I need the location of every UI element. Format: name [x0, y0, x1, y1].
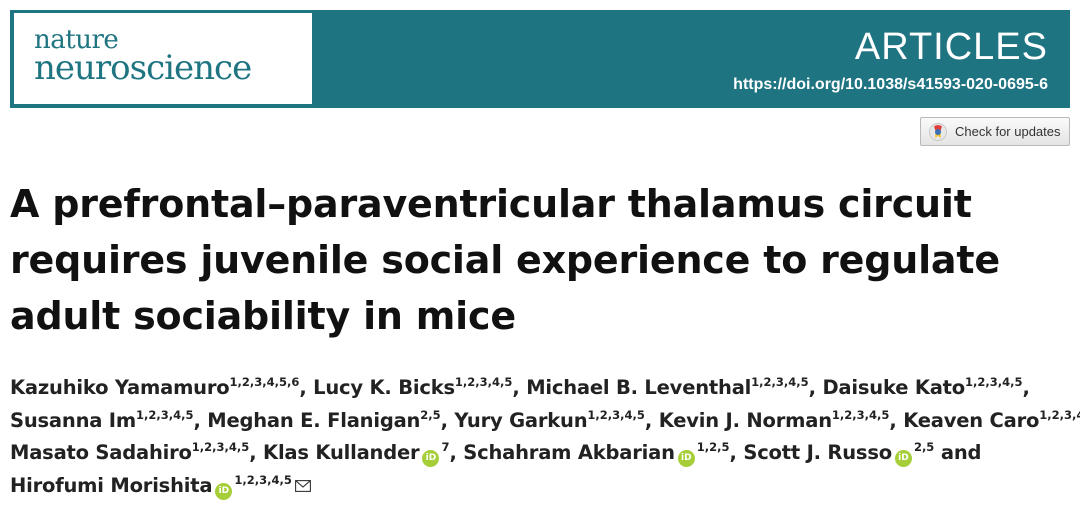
- affiliation-numbers[interactable]: 7: [441, 440, 450, 454]
- envelope-icon[interactable]: [294, 479, 311, 492]
- author-name[interactable]: Klas Kullander: [263, 441, 420, 464]
- author-line: Hirofumi Morishita iD1,2,3,4,5: [10, 470, 1075, 503]
- author-name[interactable]: Hirofumi Morishita: [10, 473, 213, 497]
- author-name[interactable]: Meghan E. Flanigan: [207, 408, 421, 432]
- logo-neuroscience-text: neuroscience: [34, 48, 252, 88]
- orcid-icon[interactable]: iD: [215, 482, 233, 500]
- crossmark-icon: [929, 122, 947, 141]
- orcid-icon[interactable]: iD: [894, 450, 912, 467]
- title-line: requires juvenile social experience to r…: [10, 238, 1000, 282]
- affiliation-numbers[interactable]: 1,2,3,4,5: [965, 375, 1023, 389]
- affiliation-numbers[interactable]: 1,2,3,4,5: [751, 375, 809, 389]
- author-separator: ,: [193, 408, 208, 432]
- journal-banner: nature neuroscience ARTICLES https://doi…: [10, 10, 1070, 108]
- author-name[interactable]: Michael B. Leventhal: [526, 376, 752, 399]
- check-for-updates-label: Check for updates: [955, 124, 1061, 139]
- author-separator: ,: [249, 441, 264, 464]
- affiliation-numbers[interactable]: 1,2,3,4,5: [454, 375, 513, 389]
- author-name[interactable]: Keaven Caro: [903, 408, 1040, 432]
- author-name[interactable]: Schahram Akbarian: [463, 441, 675, 464]
- check-for-updates-button[interactable]: Check for updates: [920, 117, 1070, 146]
- author-line: Kazuhiko Yamamuro1,2,3,4,5,6, Lucy K. Bi…: [10, 372, 1075, 405]
- affiliation-numbers[interactable]: 1,2,3,4,5: [1039, 407, 1080, 422]
- orcid-icon[interactable]: iD: [677, 450, 695, 467]
- author-separator: ,: [440, 408, 455, 432]
- author-name[interactable]: Scott J. Russo: [743, 441, 892, 464]
- author-separator: ,: [644, 408, 659, 432]
- author-line: Masato Sadahiro1,2,3,4,5, Klas Kullander…: [10, 437, 1075, 470]
- author-name[interactable]: Masato Sadahiro: [10, 441, 192, 464]
- article-title: A prefrontal–paraventricular thalamus ci…: [10, 176, 1070, 344]
- author-separator: ,: [512, 376, 527, 399]
- author-name[interactable]: Susanna Im: [10, 408, 136, 432]
- author-name[interactable]: Kevin J. Norman: [658, 408, 832, 432]
- author-name[interactable]: Kazuhiko Yamamuro: [10, 376, 230, 399]
- affiliation-numbers[interactable]: 1,2,3,4,5: [234, 472, 292, 487]
- affiliation-numbers[interactable]: 1,2,3,4,5: [191, 440, 250, 454]
- affiliation-numbers[interactable]: 1,2,3,4,5: [587, 407, 645, 422]
- affiliation-numbers[interactable]: 2,5: [913, 440, 935, 454]
- affiliation-numbers[interactable]: 2,5: [420, 407, 441, 422]
- section-label: ARTICLES: [854, 26, 1048, 68]
- author-list: Kazuhiko Yamamuro1,2,3,4,5,6, Lucy K. Bi…: [10, 372, 1080, 503]
- author-separator: and: [934, 441, 982, 464]
- logo-nature-text: nature: [34, 25, 119, 55]
- affiliation-numbers[interactable]: 1,2,3,4,5,6: [229, 375, 300, 389]
- author-separator: ,: [729, 441, 744, 464]
- journal-logo[interactable]: nature neuroscience: [14, 13, 312, 104]
- author-separator: ,: [808, 376, 823, 399]
- title-line: adult sociability in mice: [10, 294, 516, 338]
- orcid-icon[interactable]: iD: [422, 450, 440, 467]
- author-name[interactable]: Yury Garkun: [454, 408, 588, 432]
- doi-link[interactable]: https://doi.org/10.1038/s41593-020-0695-…: [733, 76, 1048, 93]
- author-name[interactable]: Lucy K. Bicks: [313, 376, 455, 399]
- affiliation-numbers[interactable]: 1,2,3,4,5: [135, 407, 194, 422]
- author-name[interactable]: Daisuke Kato: [822, 376, 966, 399]
- affiliation-numbers[interactable]: 1,2,3,4,5: [831, 407, 890, 422]
- author-line: Susanna Im1,2,3,4,5, Meghan E. Flanigan2…: [10, 405, 1080, 438]
- author-separator: ,: [889, 408, 904, 432]
- author-separator: ,: [449, 441, 464, 464]
- author-separator: ,: [1022, 376, 1030, 399]
- title-line: A prefrontal–paraventricular thalamus ci…: [10, 182, 972, 226]
- affiliation-numbers[interactable]: 1,2,5: [696, 440, 730, 454]
- author-separator: ,: [299, 376, 314, 399]
